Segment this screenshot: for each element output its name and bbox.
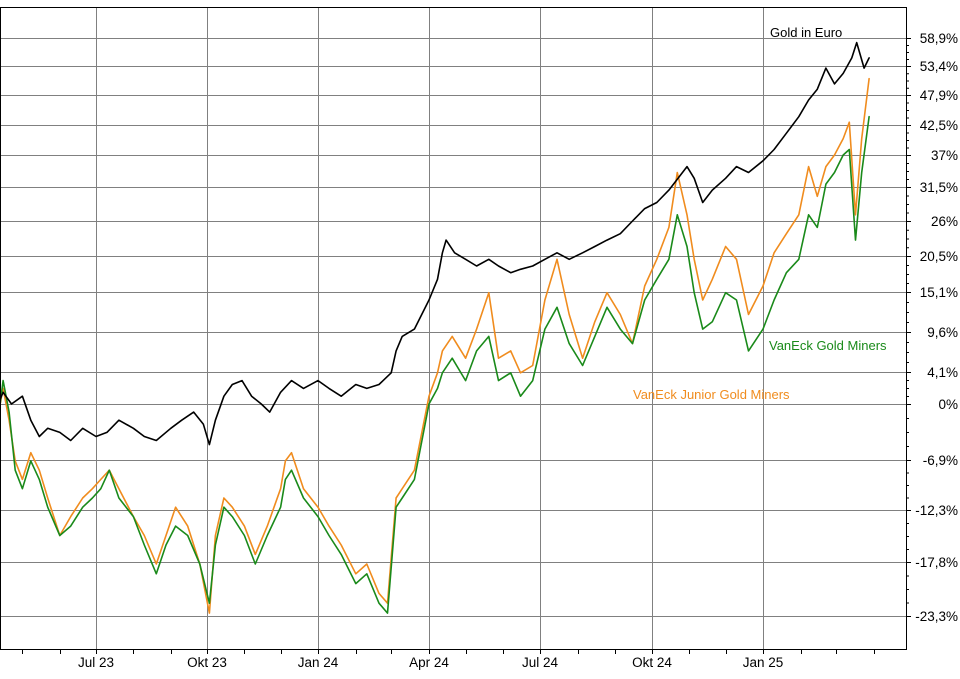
series-line-vaneck-gold-miners [0, 115, 870, 614]
y-tick-label: 9,6% [927, 325, 958, 340]
series-line-vaneck-junior-gold-miners [0, 77, 870, 614]
y-tick-label: 31,5% [920, 180, 958, 195]
y-tick-label: 26% [931, 214, 958, 229]
x-tick-label: Okt 23 [187, 655, 227, 670]
chart-grid [0, 8, 906, 650]
y-axis: 58,9% 53,4% 47,9% 42,5% 37% 31,5% 26% 20,5% 15,1… [906, 31, 958, 624]
y-tick-label: 20,5% [920, 249, 958, 264]
series-label-vaneck-junior-gold-miners: VanEck Junior Gold Miners [633, 387, 790, 402]
chart-series [0, 41, 870, 614]
y-tick-label: 0% [938, 397, 958, 412]
x-tick-label: Apr 24 [409, 655, 449, 670]
series-label-gold-in-euro: Gold in Euro [770, 25, 842, 40]
y-tick-label: 42,5% [920, 118, 958, 133]
x-axis: Jul 23 Okt 23 Jan 24 Apr 24 Jul 24 Okt 24 Jan … [22, 650, 875, 670]
chart-series-labels: Gold in Euro VanEck Gold Miners VanEck Jun… [633, 25, 887, 402]
x-tick-label: Jan 25 [743, 655, 784, 670]
y-tick-label: 47,9% [920, 88, 958, 103]
series-label-vaneck-gold-miners: VanEck Gold Miners [769, 338, 887, 353]
y-tick-label: 58,9% [920, 31, 958, 46]
x-tick-label: Jan 24 [298, 655, 339, 670]
series-line-gold-in-euro [0, 41, 870, 446]
x-tick-label: Jul 23 [78, 655, 114, 670]
y-tick-label: 4,1% [927, 365, 958, 380]
y-tick-label: -23,3% [915, 609, 958, 624]
plot-frame [0, 7, 907, 650]
y-tick-label: 53,4% [920, 59, 958, 74]
y-tick-label: -12,3% [915, 503, 958, 518]
y-tick-label: 37% [931, 148, 958, 163]
x-tick-label: Jul 24 [522, 655, 559, 670]
y-tick-label: 15,1% [920, 285, 958, 300]
y-tick-label: -17,8% [915, 555, 958, 570]
y-tick-label: -6,9% [923, 453, 958, 468]
x-tick-label: Okt 24 [632, 655, 672, 670]
